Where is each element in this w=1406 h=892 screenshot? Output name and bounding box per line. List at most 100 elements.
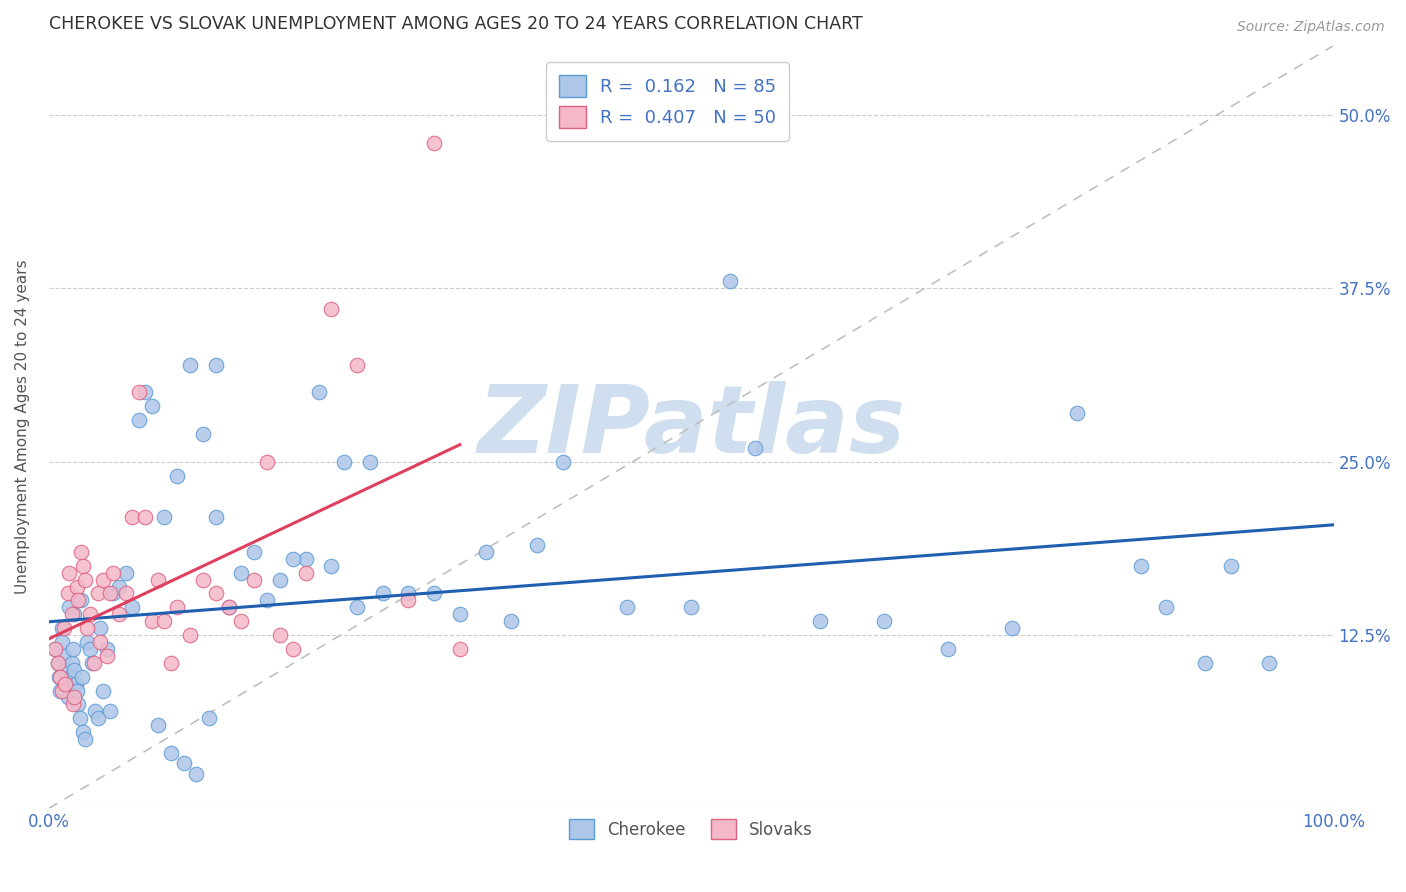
- Point: [58, 600, 80, 615]
- Point: [936, 642, 959, 657]
- Point: [128, 385, 150, 400]
- Point: [179, 628, 201, 642]
- Point: [108, 580, 131, 594]
- Point: [67, 593, 90, 607]
- Text: Source: ZipAtlas.com: Source: ZipAtlas.com: [1237, 20, 1385, 34]
- Point: [681, 600, 703, 615]
- Point: [91, 573, 114, 587]
- Point: [153, 510, 176, 524]
- Point: [808, 614, 831, 628]
- Point: [1194, 656, 1216, 670]
- Point: [269, 573, 291, 587]
- Point: [308, 385, 330, 400]
- Point: [96, 642, 118, 657]
- Point: [60, 607, 83, 622]
- Point: [53, 621, 76, 635]
- Point: [70, 670, 93, 684]
- Point: [153, 614, 176, 628]
- Point: [89, 635, 111, 649]
- Point: [114, 586, 136, 600]
- Point: [179, 358, 201, 372]
- Point: [873, 614, 896, 628]
- Point: [744, 441, 766, 455]
- Point: [1066, 406, 1088, 420]
- Point: [551, 455, 574, 469]
- Point: [166, 600, 188, 615]
- Point: [76, 635, 98, 649]
- Point: [1219, 558, 1241, 573]
- Point: [73, 573, 96, 587]
- Point: [333, 455, 356, 469]
- Point: [281, 551, 304, 566]
- Point: [243, 545, 266, 559]
- Point: [243, 573, 266, 587]
- Point: [67, 698, 90, 712]
- Point: [346, 600, 368, 615]
- Point: [69, 711, 91, 725]
- Point: [62, 698, 84, 712]
- Point: [269, 628, 291, 642]
- Point: [101, 566, 124, 580]
- Point: [101, 586, 124, 600]
- Point: [100, 704, 122, 718]
- Point: [128, 413, 150, 427]
- Point: [91, 683, 114, 698]
- Point: [56, 690, 79, 705]
- Point: [718, 275, 741, 289]
- Point: [321, 302, 343, 317]
- Point: [58, 566, 80, 580]
- Point: [204, 586, 226, 600]
- Point: [371, 586, 394, 600]
- Point: [121, 600, 143, 615]
- Point: [616, 600, 638, 615]
- Point: [86, 711, 108, 725]
- Point: [398, 586, 420, 600]
- Point: [159, 656, 181, 670]
- Point: [1156, 600, 1178, 615]
- Point: [65, 676, 87, 690]
- Point: [79, 607, 101, 622]
- Point: [53, 648, 76, 663]
- Point: [204, 358, 226, 372]
- Point: [359, 455, 381, 469]
- Point: [1129, 558, 1152, 573]
- Text: ZIPatlas: ZIPatlas: [477, 381, 905, 473]
- Point: [398, 593, 420, 607]
- Point: [79, 642, 101, 657]
- Point: [114, 566, 136, 580]
- Point: [1258, 656, 1281, 670]
- Point: [70, 593, 93, 607]
- Point: [231, 566, 253, 580]
- Point: [191, 427, 214, 442]
- Point: [173, 756, 195, 770]
- Point: [166, 468, 188, 483]
- Point: [108, 607, 131, 622]
- Point: [141, 399, 163, 413]
- Point: [51, 683, 73, 698]
- Point: [83, 656, 105, 670]
- Point: [62, 642, 84, 657]
- Point: [72, 558, 94, 573]
- Point: [44, 642, 66, 657]
- Point: [121, 510, 143, 524]
- Point: [76, 621, 98, 635]
- Point: [423, 136, 446, 150]
- Point: [256, 593, 278, 607]
- Point: [51, 621, 73, 635]
- Point: [346, 358, 368, 372]
- Point: [134, 385, 156, 400]
- Point: [70, 545, 93, 559]
- Point: [281, 642, 304, 657]
- Point: [60, 656, 83, 670]
- Point: [146, 573, 169, 587]
- Point: [55, 676, 77, 690]
- Point: [73, 732, 96, 747]
- Point: [63, 607, 86, 622]
- Point: [48, 670, 70, 684]
- Point: [191, 573, 214, 587]
- Point: [51, 635, 73, 649]
- Point: [218, 600, 240, 615]
- Point: [49, 683, 72, 698]
- Point: [46, 656, 69, 670]
- Point: [141, 614, 163, 628]
